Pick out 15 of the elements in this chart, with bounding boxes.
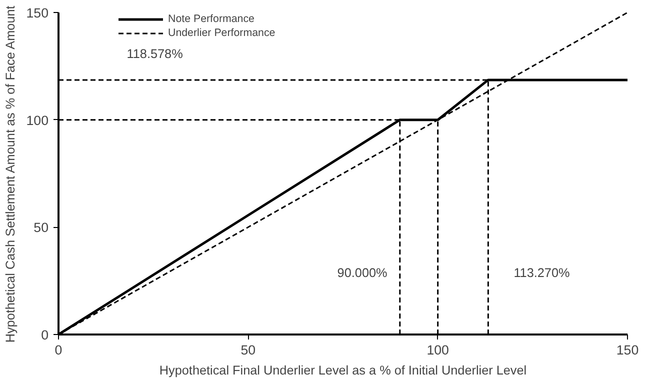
x-axis-title: Hypothetical Final Underlier Level as a % of Initial Underlier Level [159, 364, 527, 378]
x-tick-label: 150 [616, 342, 639, 358]
annotation: 90.000% [337, 266, 388, 280]
legend-label: Underlier Performance [168, 27, 276, 39]
annotation: 118.578% [126, 46, 183, 61]
y-tick-label: 100 [26, 112, 49, 128]
legend-label: Note Performance [168, 13, 254, 25]
x-tick-label: 100 [426, 342, 449, 358]
x-tick-label: 50 [240, 342, 256, 358]
y-axis-title: Hypothetical Cash Settlement Amount as % of Face Amount [3, 5, 18, 343]
annotation: 113.270% [514, 266, 570, 280]
y-tick-label: 0 [41, 328, 49, 342]
y-tick-label: 150 [26, 6, 49, 20]
y-tick-label: 50 [34, 220, 49, 236]
x-tick-label: 0 [54, 342, 62, 358]
